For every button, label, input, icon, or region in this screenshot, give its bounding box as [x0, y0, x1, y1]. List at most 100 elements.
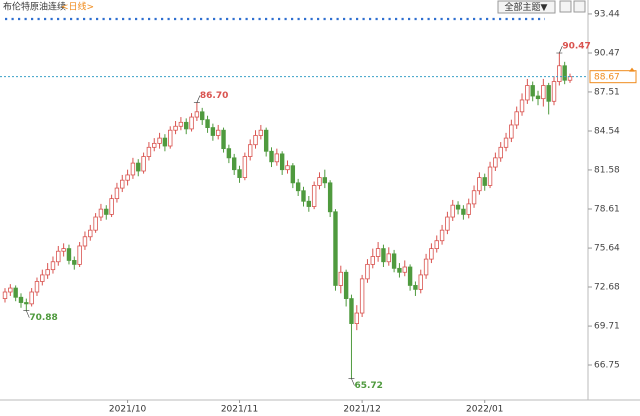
candle-body	[178, 121, 184, 127]
annotation-leader	[26, 310, 30, 318]
candle-body	[327, 182, 333, 213]
candle-body	[519, 99, 525, 113]
y-tick-label: 93.44	[594, 9, 620, 19]
candle-body	[503, 137, 509, 148]
candle-body	[72, 260, 77, 265]
y-tick-label: 87.51	[594, 87, 620, 97]
candle-body	[66, 248, 72, 261]
candle-body	[493, 157, 498, 168]
menu-button[interactable]	[497, 0, 556, 14]
period-label[interactable]: <日线>	[61, 1, 94, 13]
candle-body	[226, 148, 232, 159]
candle-body	[263, 129, 269, 152]
candle-body	[546, 85, 551, 102]
candle-body	[253, 135, 258, 146]
x-tick-label: 2021/12	[343, 405, 380, 415]
candle-body	[397, 267, 402, 273]
candle-body	[189, 116, 194, 130]
candle-body	[349, 298, 354, 324]
candle-body	[157, 137, 162, 144]
candle-body	[93, 216, 98, 231]
annotation-label: 86.70	[200, 91, 228, 101]
candle-body	[290, 165, 296, 184]
candle-body	[104, 208, 109, 215]
candle-body	[200, 111, 205, 121]
candle-body	[184, 121, 189, 130]
candle-body	[359, 278, 365, 314]
candle-body	[109, 198, 114, 215]
candle-body	[40, 274, 45, 282]
candle-body	[338, 271, 344, 286]
icon-button[interactable]	[573, 0, 586, 13]
candle-body	[231, 157, 237, 171]
candle-body	[242, 156, 248, 178]
candle-body	[141, 156, 146, 172]
candle-body	[343, 271, 349, 299]
candle-body	[136, 162, 141, 172]
candle-body	[322, 177, 328, 184]
candle-body	[216, 129, 221, 136]
x-tick-label: 2021/11	[221, 405, 258, 415]
candle-body	[354, 312, 359, 324]
candle-body	[98, 208, 104, 218]
candle-body	[514, 111, 519, 126]
candle-body	[445, 216, 450, 231]
candle-body	[269, 150, 274, 163]
candle-body	[450, 204, 455, 218]
candle-body	[168, 129, 173, 147]
candle-body	[482, 177, 487, 186]
candle-body	[8, 287, 13, 293]
candle-body	[434, 240, 439, 250]
menu-button-label[interactable]: 全部主题▼	[505, 1, 548, 13]
candle-body	[525, 85, 530, 101]
candle-body	[370, 256, 375, 265]
icon-button[interactable]	[559, 0, 572, 13]
y-tick-label: 81.58	[594, 165, 620, 175]
candle-body	[375, 248, 381, 257]
candle-body	[210, 127, 216, 136]
candle-body	[125, 174, 130, 181]
candle-body	[365, 263, 370, 280]
annotation-leader	[196, 95, 201, 103]
candle-body	[61, 248, 66, 252]
candle-body	[29, 291, 34, 305]
y-tick-label: 66.75	[594, 361, 620, 371]
y-tick-label: 84.54	[594, 127, 620, 137]
candle-body	[557, 65, 562, 82]
candle-body	[237, 169, 242, 178]
candle-body	[162, 137, 168, 147]
annotation-leader	[559, 45, 563, 54]
candle-body	[146, 146, 152, 157]
candle-body	[2, 291, 8, 299]
candle-body	[56, 250, 61, 263]
candle-body	[381, 248, 386, 263]
candle-body	[567, 76, 573, 81]
y-tick-label: 90.47	[594, 49, 620, 59]
candle-body	[487, 166, 493, 186]
candle-body	[258, 129, 264, 136]
candle-body	[402, 266, 407, 273]
candle-body	[247, 144, 253, 157]
annotation-label: 70.88	[29, 313, 57, 323]
candle-body	[45, 269, 50, 276]
candle-body	[333, 211, 338, 286]
x-tick-label: 2022/01	[466, 405, 503, 415]
candle-body	[407, 266, 413, 286]
candle-body	[306, 200, 312, 207]
candle-body	[562, 65, 567, 81]
candle-body	[88, 229, 93, 238]
candle-body	[120, 179, 125, 189]
y-tick-label: 72.68	[594, 283, 620, 293]
candle-body	[471, 190, 477, 205]
candle-body	[413, 285, 418, 290]
candle-body	[541, 85, 546, 100]
last-price-label: 88.67	[594, 73, 620, 83]
annotation-leader	[351, 378, 355, 386]
candle-body	[130, 162, 136, 176]
candle-body	[13, 287, 18, 298]
candle-body	[18, 296, 24, 303]
candle-body	[295, 182, 301, 192]
candle-body	[509, 124, 514, 139]
candle-body	[466, 203, 471, 215]
